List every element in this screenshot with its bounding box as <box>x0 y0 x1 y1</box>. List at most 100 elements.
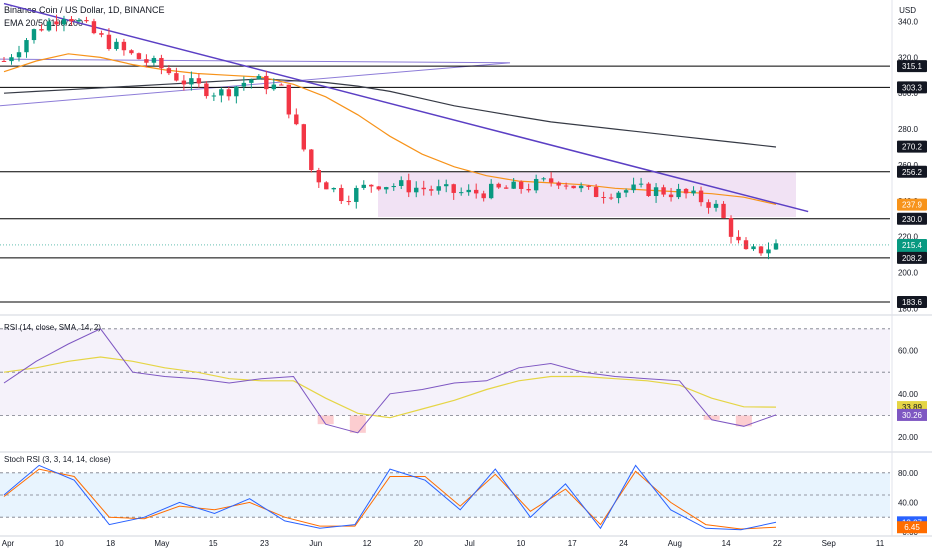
candle-body <box>136 53 142 60</box>
candle-body <box>369 184 374 187</box>
x-axis-tick: 20 <box>414 539 423 548</box>
candle-body <box>608 197 614 199</box>
candle-body <box>91 21 97 34</box>
stoch-badge: 6.45 <box>904 523 920 532</box>
candle-body <box>309 149 314 171</box>
candle-body <box>391 185 396 188</box>
candle-body <box>578 185 584 189</box>
x-axis-tick: 11 <box>876 539 885 548</box>
candle-body <box>279 84 284 86</box>
rsi-axis-tick: 20.00 <box>898 433 919 442</box>
triangle-upper-line[interactable] <box>0 58 511 64</box>
stoch-label: Stoch RSI (3, 3, 14, 14, close) <box>4 455 111 464</box>
price-badge: 215.4 <box>902 241 923 250</box>
candle-body <box>488 183 494 199</box>
candle-body <box>533 178 539 191</box>
candle-body <box>444 184 449 187</box>
candle-body <box>766 249 771 254</box>
candle-body <box>106 34 112 50</box>
price-badge: 315.1 <box>902 62 923 71</box>
ema-indicator-label[interactable]: EMA 20/50/100/200 <box>4 18 84 28</box>
x-axis-tick: 22 <box>773 539 782 548</box>
candle-body <box>174 73 179 81</box>
candle-body <box>421 187 426 190</box>
x-axis-tick: Apr <box>2 539 15 548</box>
price-axis-tick: 320.0 <box>898 53 919 62</box>
symbol-title: Binance Coin / US Dollar, 1D, BINANCE <box>4 5 165 15</box>
candle-body <box>616 192 621 199</box>
candle-body <box>668 194 674 198</box>
price-badge-bg <box>897 212 927 225</box>
candle-body <box>691 190 696 194</box>
candle-body <box>661 187 666 195</box>
price-badge-bg <box>897 238 927 251</box>
rsi-axis-tick: 40.00 <box>898 390 919 399</box>
candle-body <box>751 246 756 250</box>
candle-body <box>646 183 651 197</box>
candle-body <box>548 178 554 183</box>
candle-body <box>121 41 127 51</box>
x-axis-tick: Aug <box>668 539 682 548</box>
price-badge: 230.0 <box>902 215 923 224</box>
x-axis-tick: May <box>154 539 169 548</box>
candle-body <box>376 186 381 190</box>
candle-body <box>219 89 224 96</box>
candle-body <box>683 188 689 194</box>
candle-body <box>9 57 14 62</box>
candle-body <box>706 202 711 208</box>
candle-body <box>166 68 172 74</box>
candle-body <box>384 187 389 190</box>
candle-body <box>61 19 67 25</box>
price-axis-tick: 340.0 <box>898 18 919 27</box>
price-axis-tick: 260.0 <box>898 161 919 170</box>
stoch-k-line <box>3 464 777 531</box>
candle-body <box>586 185 591 187</box>
x-axis-tick: Jul <box>465 539 475 548</box>
candle-body <box>601 196 606 198</box>
candle-body <box>286 84 292 115</box>
triangle-lower-line[interactable] <box>0 62 511 107</box>
candle-body <box>226 89 232 97</box>
x-axis-tick: 17 <box>568 539 577 548</box>
candle-body <box>204 83 209 97</box>
candle-body <box>526 188 531 191</box>
stoch-axis-tick: 40.00 <box>898 498 919 507</box>
candle-body <box>69 19 74 22</box>
candle-body <box>721 203 726 218</box>
candle-body <box>466 189 471 193</box>
candle-body <box>758 246 764 254</box>
candle-body <box>196 78 202 84</box>
candle-body <box>728 217 734 237</box>
rsi-axis-tick: 60.00 <box>898 347 919 356</box>
candle-body <box>339 187 344 202</box>
candle-body <box>1 60 7 62</box>
descending-trendline[interactable] <box>3 2 809 213</box>
candle-body <box>361 184 366 188</box>
x-axis-tick: 14 <box>722 539 731 548</box>
price-axis-tick: 280.0 <box>898 125 919 134</box>
candle-body <box>301 124 307 150</box>
candle-body <box>593 186 599 197</box>
price-badge-bg <box>897 198 927 211</box>
candle-body <box>159 57 164 69</box>
candle-body <box>773 243 779 250</box>
price-axis-tick: 300.0 <box>898 89 919 98</box>
candle-body <box>736 236 741 241</box>
candle-body <box>39 29 44 31</box>
candle-body <box>406 180 411 193</box>
stoch-badge-bg <box>897 521 927 534</box>
candle-body <box>144 59 149 63</box>
price-badge-bg <box>897 140 927 153</box>
candle-body <box>46 21 52 31</box>
rsi-oversold-fill <box>703 415 720 420</box>
x-axis-tick: 15 <box>209 539 218 548</box>
x-axis-tick: 24 <box>619 539 628 548</box>
candle-body <box>151 57 157 63</box>
candle-body <box>129 50 134 54</box>
candle-body <box>481 193 486 199</box>
candle-body <box>631 184 636 191</box>
consolidation-box <box>378 172 796 217</box>
price-axis-tick: 180.0 <box>898 304 919 313</box>
